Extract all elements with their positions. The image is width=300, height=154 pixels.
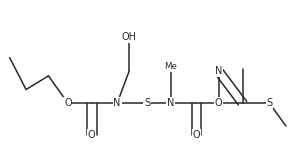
- Text: N: N: [215, 66, 222, 76]
- Text: O: O: [64, 98, 72, 108]
- Text: OH: OH: [122, 32, 136, 42]
- Text: S: S: [144, 98, 150, 108]
- Text: S: S: [266, 98, 272, 108]
- Text: Me: Me: [164, 62, 177, 71]
- Text: O: O: [215, 98, 223, 108]
- Text: O: O: [88, 130, 96, 140]
- Text: N: N: [113, 98, 121, 108]
- Text: O: O: [193, 130, 200, 140]
- Text: N: N: [167, 98, 175, 108]
